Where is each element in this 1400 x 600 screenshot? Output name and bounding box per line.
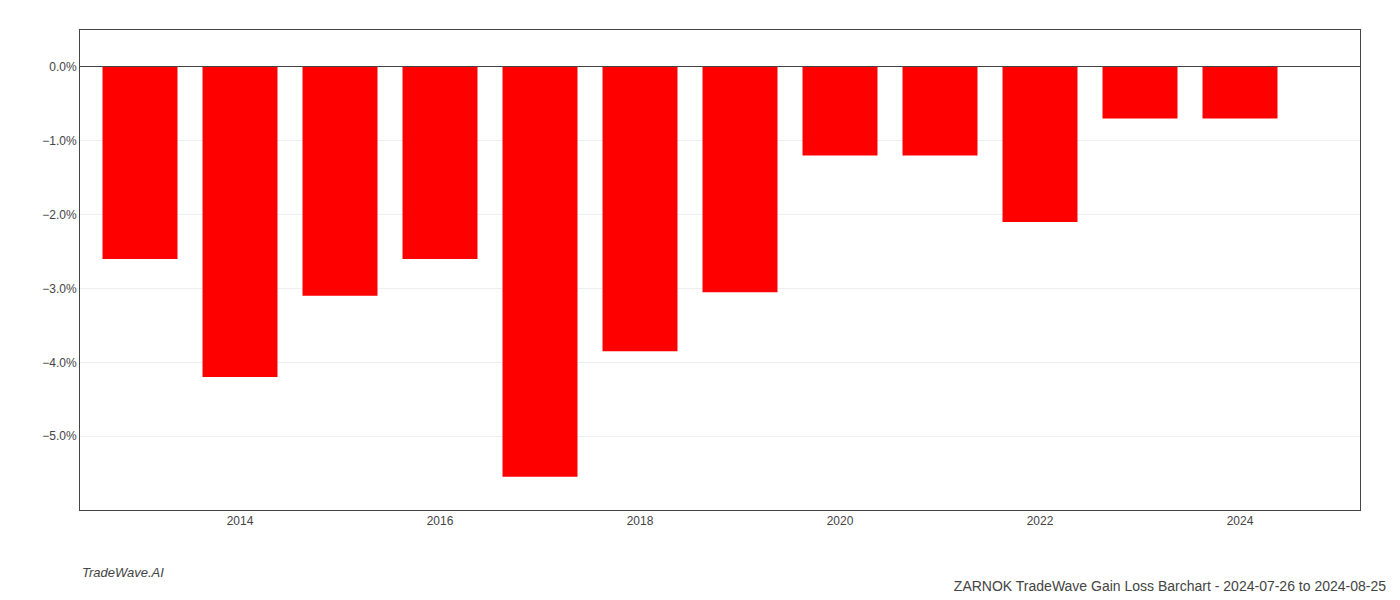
svg-text:2024: 2024 <box>1227 514 1254 528</box>
svg-text:2014: 2014 <box>227 514 254 528</box>
svg-text:−1.0%: −1.0% <box>42 134 77 148</box>
svg-text:−2.0%: −2.0% <box>42 208 77 222</box>
svg-text:2018: 2018 <box>627 514 654 528</box>
svg-text:ZARNOK TradeWave Gain Loss Bar: ZARNOK TradeWave Gain Loss Barchart - 20… <box>954 578 1386 594</box>
svg-text:−5.0%: −5.0% <box>42 429 77 443</box>
svg-text:−4.0%: −4.0% <box>42 356 77 370</box>
svg-text:−3.0%: −3.0% <box>42 282 77 296</box>
svg-text:2022: 2022 <box>1027 514 1054 528</box>
svg-text:0.0%: 0.0% <box>49 60 77 74</box>
svg-text:TradeWave.AI: TradeWave.AI <box>82 565 164 580</box>
svg-text:2020: 2020 <box>827 514 854 528</box>
svg-text:2016: 2016 <box>427 514 454 528</box>
